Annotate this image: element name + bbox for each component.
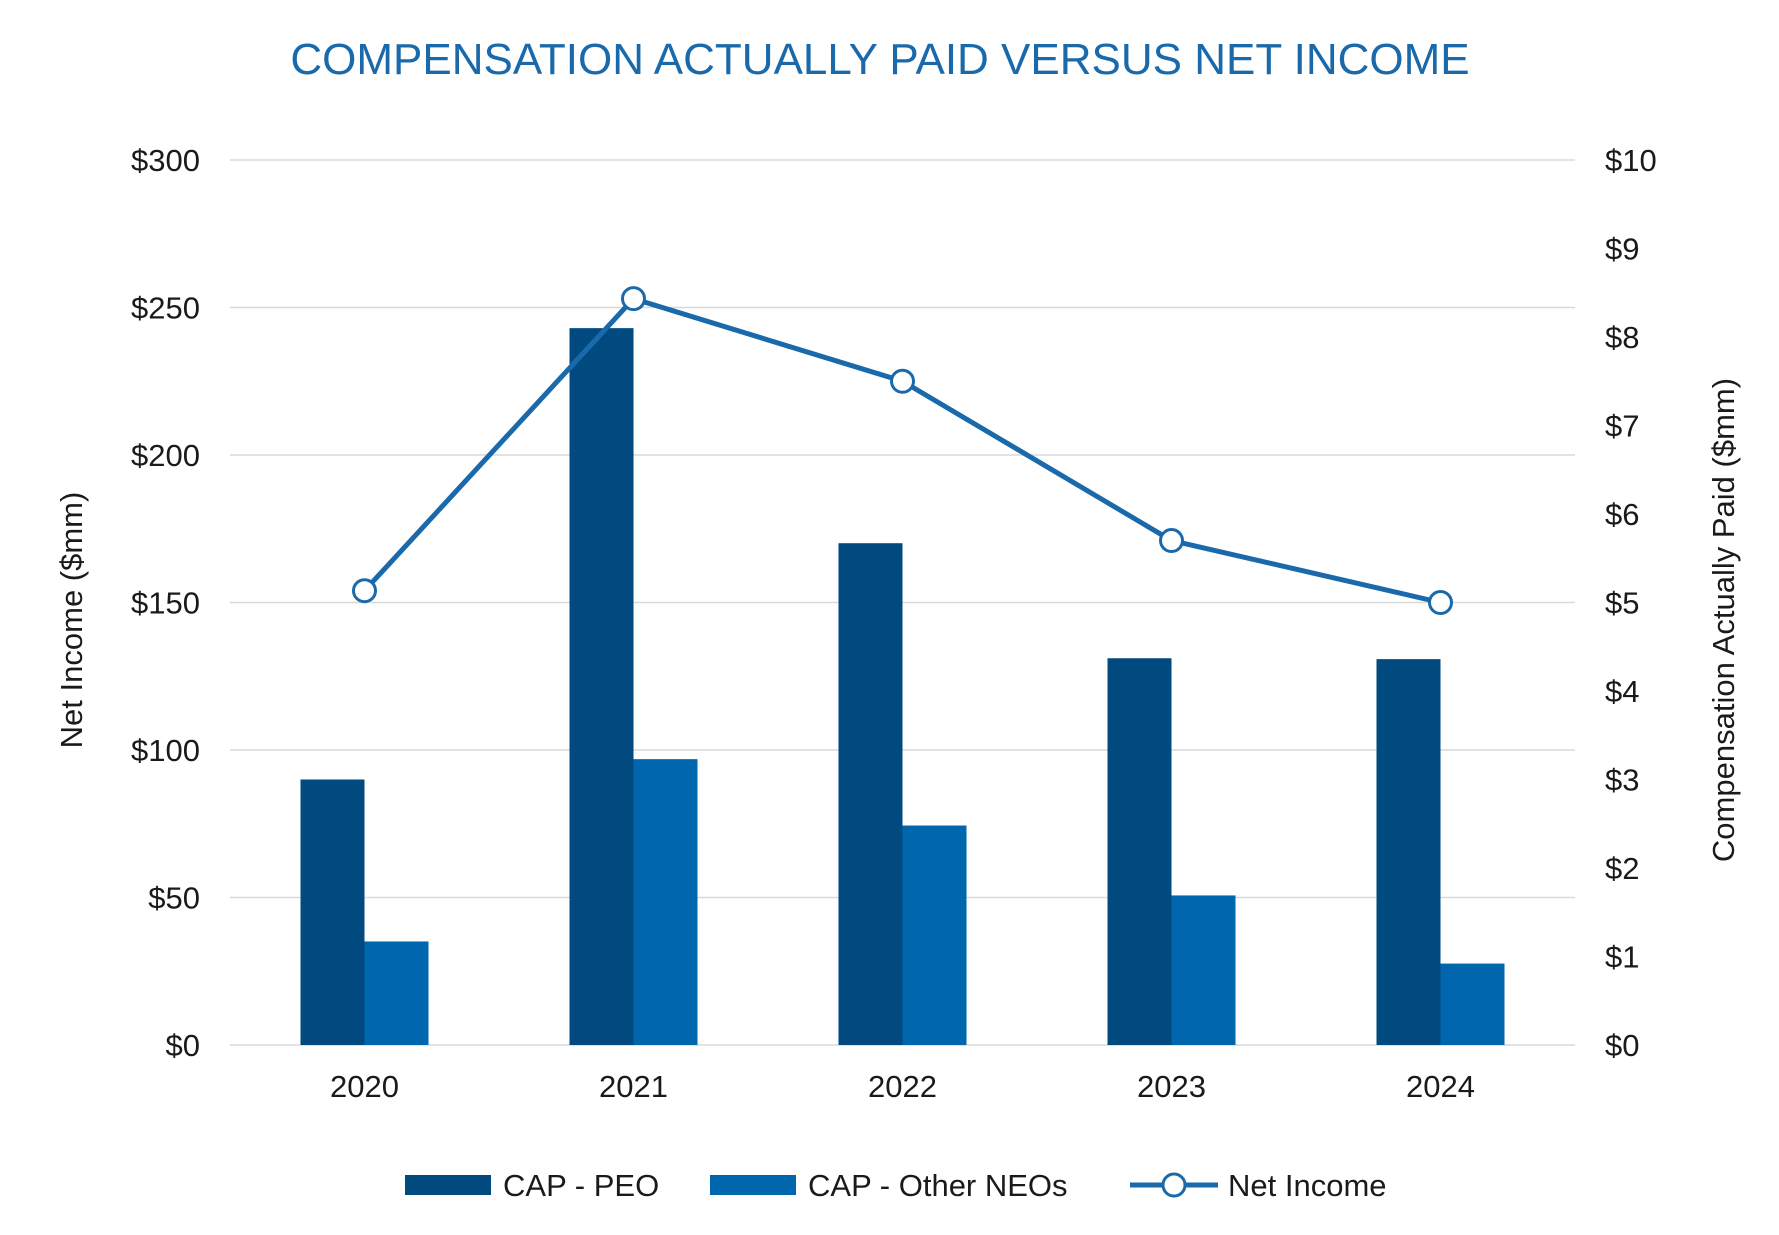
right-tick-label: $8 [1605,320,1639,355]
chart-title: COMPENSATION ACTUALLY PAID VERSUS NET IN… [290,35,1469,84]
legend-swatch-cap-peo [405,1175,491,1195]
bar-cap-other-neos-2020 [364,941,429,1045]
left-tick-label: $150 [131,586,200,621]
x-tick-label: 2021 [599,1069,668,1104]
net-income-point-2024 [1428,590,1453,615]
bar-cap-other-neos-2023 [1171,895,1236,1045]
bars [300,328,1505,1045]
right-tick-label: $9 [1605,232,1639,267]
net-income-point-2023 [1159,528,1184,554]
right-axis-label: Compensation Actually Paid ($mm) [1706,378,1741,862]
left-tick-label: $0 [166,1028,200,1063]
left-tick-label: $100 [131,733,200,768]
right-tick-label: $10 [1605,143,1657,178]
bar-cap-other-neos-2024 [1440,963,1505,1045]
right-tick-label: $2 [1605,851,1639,886]
right-tick-label: $1 [1605,940,1639,975]
legend-label-cap-other-neos: CAP - Other NEOs [808,1168,1068,1203]
right-tick-label: $3 [1605,763,1639,798]
x-tick-label: 2023 [1137,1069,1206,1104]
bar-cap-peo-2021 [569,328,634,1045]
bar-cap-peo-2022 [838,543,903,1045]
legend-swatch-cap-other-neos [710,1175,796,1195]
legend-marker-net-income [1161,1172,1187,1198]
net-income-point-2022 [890,368,915,394]
left-axis-ticks: $0 $50 $100 $150 $200 $250 $300 [131,143,200,1063]
x-tick-label: 2024 [1406,1069,1475,1104]
bar-cap-other-neos-2021 [633,759,698,1045]
right-tick-label: $5 [1605,586,1639,621]
right-tick-label: $6 [1605,497,1639,532]
bar-cap-peo-2023 [1107,658,1172,1045]
legend-label-cap-peo: CAP - PEO [503,1168,659,1203]
legend-label-net-income: Net Income [1228,1168,1387,1203]
net-income-line [352,286,1453,615]
x-tick-label: 2022 [868,1069,937,1104]
right-tick-label: $0 [1605,1028,1639,1063]
right-tick-label: $7 [1605,409,1639,444]
bar-cap-peo-2020 [300,779,365,1045]
left-tick-label: $300 [131,143,200,178]
left-tick-label: $50 [148,881,200,916]
right-axis-ticks: $0 $1 $2 $3 $4 $5 $6 $7 $8 $9 $10 [1605,143,1657,1063]
right-tick-label: $4 [1605,674,1639,709]
x-tick-label: 2020 [330,1069,399,1104]
left-tick-label: $250 [131,291,200,326]
left-tick-label: $200 [131,438,200,473]
net-income-point-2020 [352,578,377,604]
net-income-point-2021 [621,286,646,312]
left-axis-label: Net Income ($mm) [54,492,89,749]
x-axis-ticks: 2020 2021 2022 2023 2024 [330,1069,1475,1104]
legend: CAP - PEO CAP - Other NEOs Net Income [405,1168,1387,1203]
bar-cap-peo-2024 [1376,659,1441,1045]
bar-cap-other-neos-2022 [902,825,967,1045]
